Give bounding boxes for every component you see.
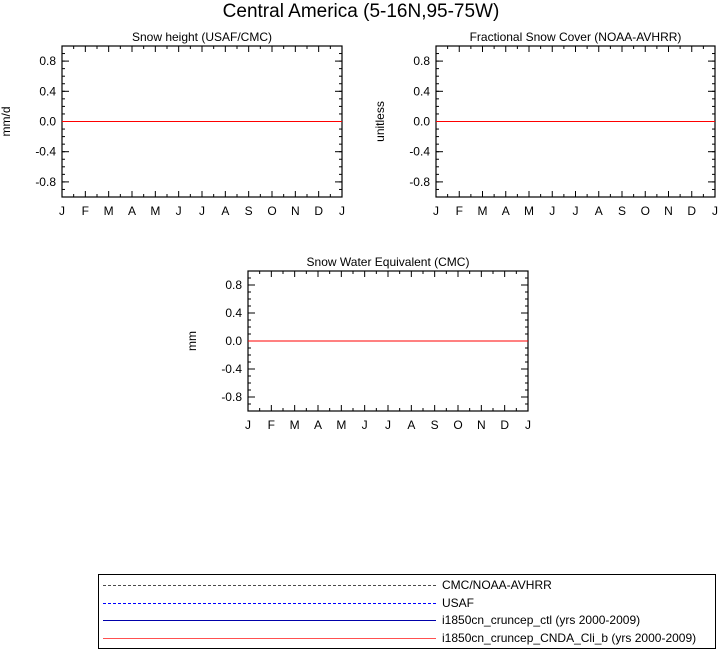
x-tick-label: J [525,418,531,432]
x-tick-label: S [618,204,626,218]
x-tick-label: J [385,418,391,432]
legend-label: USAF [442,596,475,610]
x-tick-label: J [433,204,439,218]
x-tick-label: N [664,204,673,218]
x-tick-label: O [453,418,462,432]
legend-item: i1850cn_cruncep_ctl (yrs 2000-2009) [99,612,715,629]
y-tick-label: -0.4 [221,362,242,376]
chart-title: Fractional Snow Cover (NOAA-AVHRR) [470,30,682,44]
y-tick-label: 0.0 [413,115,430,129]
y-tick-label: 0.8 [225,278,242,292]
x-tick-label: J [573,204,579,218]
legend-item: i1850cn_cruncep_CNDA_Cli_b (yrs 2000-200… [99,630,715,647]
x-tick-label: D [500,418,509,432]
x-tick-label: J [549,204,555,218]
y-tick-label: -0.4 [35,145,56,159]
x-tick-label: N [291,204,300,218]
y-tick-label: 0.8 [413,54,430,68]
y-tick-label: 0.4 [39,84,56,98]
legend-item: CMC/NOAA-AVHRR [99,577,715,594]
legend-item: USAF [99,595,715,612]
x-tick-label: J [339,204,345,218]
x-tick-label: J [59,204,65,218]
y-tick-label: 0.8 [39,54,56,68]
y-tick-label: -0.8 [409,175,430,189]
legend-label: i1850cn_cruncep_CNDA_Cli_b (yrs 2000-200… [442,631,697,645]
x-tick-label: A [502,204,510,218]
x-tick-label: J [362,418,368,432]
x-tick-label: J [199,204,205,218]
legend-swatch [103,585,436,586]
y-tick-label: -0.8 [221,390,242,404]
chart-panel-fractional-snow-cover: Fractional Snow Cover (NOAA-AVHRR) unitle… [373,30,718,218]
y-axis-label: mm [185,331,199,351]
y-tick-label: 0.4 [413,84,430,98]
x-tick-label: M [336,418,346,432]
x-tick-label: M [290,418,300,432]
x-tick-label: F [268,418,275,432]
chart-title: Snow Water Equivalent (CMC) [307,255,470,269]
x-tick-label: S [431,418,439,432]
y-tick-label: -0.8 [35,175,56,189]
x-tick-label: M [104,204,114,218]
x-tick-label: D [314,204,323,218]
y-tick-label: 0.4 [225,306,242,320]
x-tick-label: M [150,204,160,218]
y-tick-label: 0.0 [39,115,56,129]
x-tick-label: A [595,204,603,218]
x-tick-label: J [712,204,718,218]
x-tick-label: A [128,204,136,218]
x-tick-label: O [267,204,276,218]
x-tick-label: F [456,204,463,218]
chart-canvas: Snow height (USAF/CMC) mm/d 0.8 0.4 0.0 -0.4 -… [0,30,718,432]
x-tick-label: A [407,418,415,432]
legend-swatch [103,620,436,621]
legend-swatch [103,603,436,604]
x-tick-label: D [687,204,696,218]
legend: CMC/NOAA-AVHRR USAF i1850cn_cruncep_ctl … [98,574,716,649]
legend-label: i1850cn_cruncep_ctl (yrs 2000-2009) [442,613,641,627]
x-tick-label: J [176,204,182,218]
x-tick-label: O [641,204,650,218]
x-tick-label: A [314,418,322,432]
y-tick-label: 0.0 [225,334,242,348]
y-axis-label: mm/d [0,107,13,137]
x-tick-label: A [221,204,229,218]
legend-label: CMC/NOAA-AVHRR [442,578,552,592]
chart-panel-snow-water-equivalent: Snow Water Equivalent (CMC) mm 0.8 0.4 0.0 -0… [185,255,531,432]
y-tick-label: -0.4 [409,145,430,159]
x-tick-label: F [82,204,89,218]
x-tick-label: N [477,418,486,432]
x-tick-label: J [245,418,251,432]
y-axis-label: unitless [373,101,387,142]
chart-panel-snow-height: Snow height (USAF/CMC) mm/d 0.8 0.4 0.0 -0.4 -… [0,30,345,218]
x-tick-label: M [524,204,534,218]
x-tick-label: S [245,204,253,218]
x-tick-label: M [478,204,488,218]
legend-swatch [103,638,436,639]
chart-title: Snow height (USAF/CMC) [132,30,272,44]
page-title: Central America (5-16N,95-75W) [222,1,500,22]
